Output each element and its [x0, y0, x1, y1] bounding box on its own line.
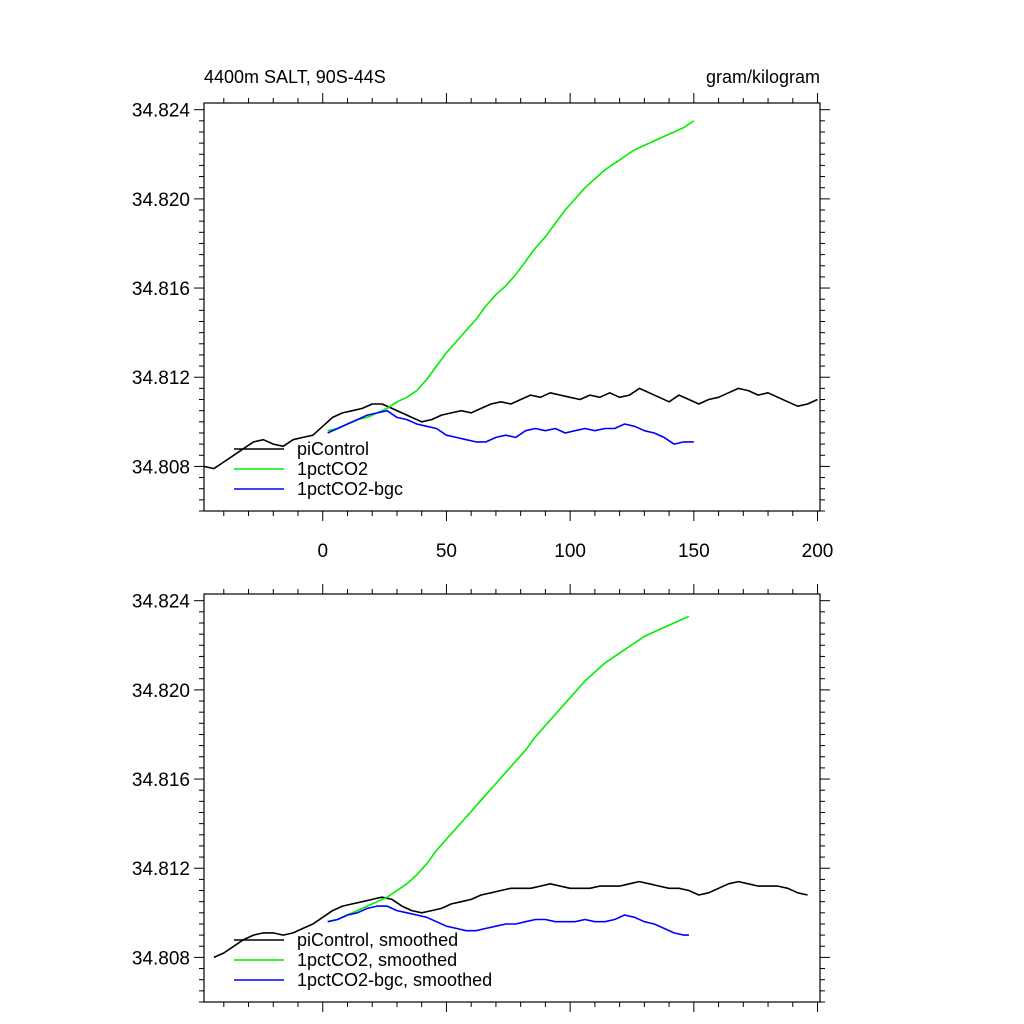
legend-label: 1pctCO2-bgc, smoothed — [297, 970, 492, 990]
series-line-picontrol — [203, 387, 818, 470]
y-tick-label: 34.816 — [132, 279, 190, 300]
panel-bottom: 34.808 34.812 34.816 34.820 34.824 piControl,… — [132, 584, 830, 1012]
legend-label: piControl — [297, 439, 369, 459]
y-tick-label: 34.812 — [132, 859, 190, 880]
series-line-1pctco2 — [327, 120, 695, 432]
units-label: gram/kilogram — [706, 67, 820, 87]
y-tick-label: 34.816 — [132, 770, 190, 791]
y-tick-label: 34.808 — [132, 948, 190, 969]
series-line-1pctco2-bgc — [327, 409, 694, 445]
legend-label: 1pctCO2 — [297, 459, 368, 479]
series-line-picontrol-smoothed — [213, 880, 808, 959]
legend-label: piControl, smoothed — [297, 930, 458, 950]
y-tick-label: 34.824 — [132, 592, 191, 613]
series-line-1pctco2-bgc-smoothed — [327, 905, 689, 936]
series-line-1pctco2-smoothed — [327, 615, 690, 923]
x-tick-label: 200 — [802, 541, 834, 562]
plot-frame — [203, 102, 821, 512]
x-tick-label: 50 — [436, 541, 457, 562]
y-tick-label: 34.812 — [132, 368, 190, 389]
legend-label: 1pctCO2-bgc — [297, 479, 403, 499]
x-tick-label: 100 — [554, 541, 586, 562]
y-tick-label: 34.824 — [132, 101, 191, 122]
legend-label: 1pctCO2, smoothed — [297, 950, 457, 970]
panel-top: 34.808 34.812 34.816 34.820 34.824 0 50 100 150 2… — [132, 67, 834, 562]
y-tick-label: 34.820 — [132, 190, 190, 211]
y-tick-label: 34.820 — [132, 681, 190, 702]
x-tick-label: 0 — [317, 541, 328, 562]
x-tick-label: 150 — [678, 541, 710, 562]
chart-title: 4400m SALT, 90S-44S — [204, 67, 386, 87]
y-tick-label: 34.808 — [132, 457, 190, 478]
plot-frame — [203, 593, 821, 1003]
